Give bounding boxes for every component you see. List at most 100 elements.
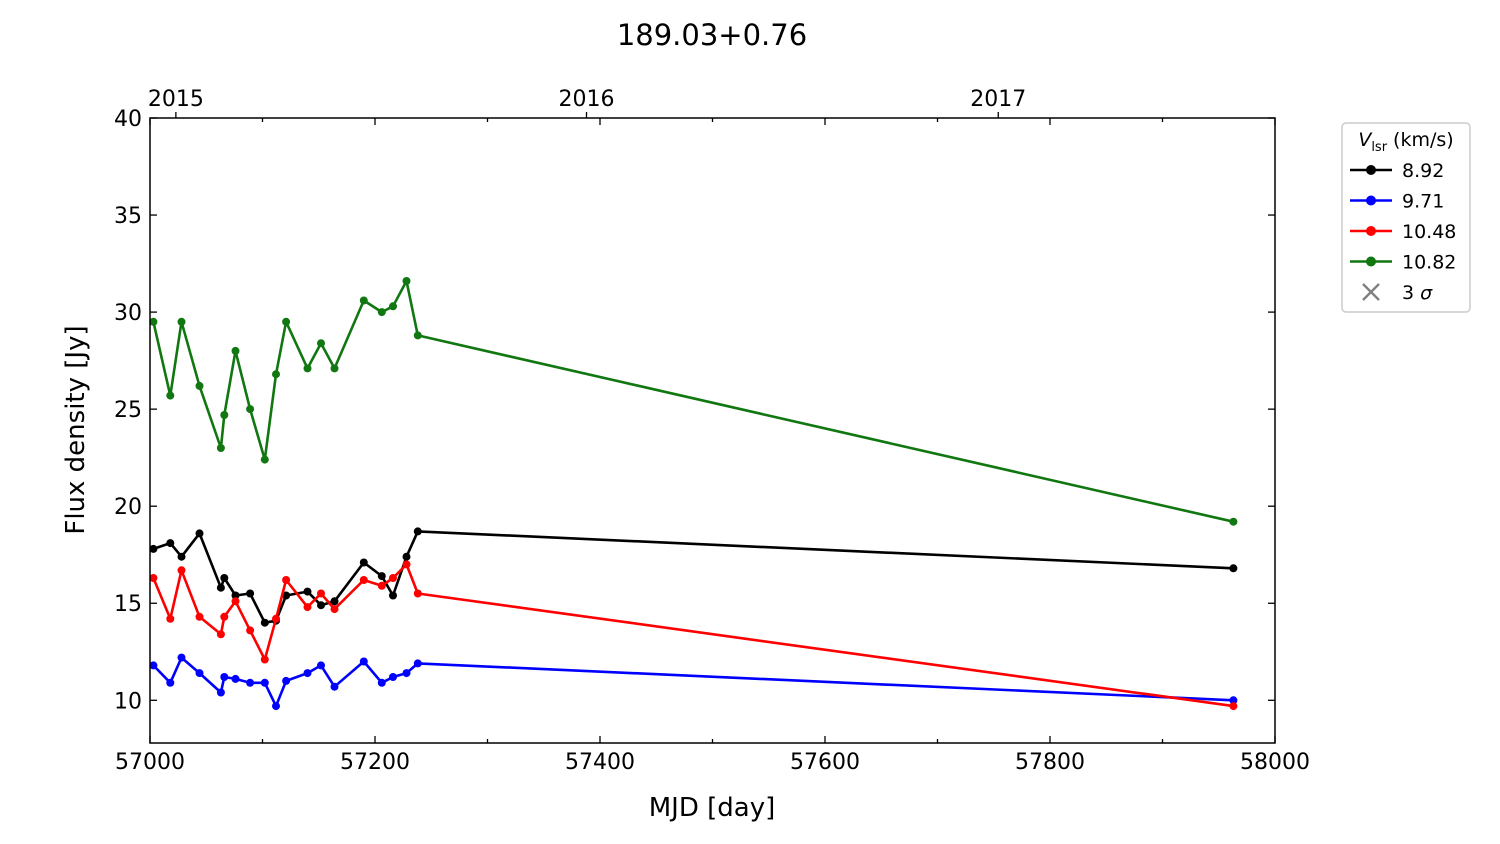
x-tick-label: 57000 [115, 750, 185, 775]
legend-marker [1366, 165, 1376, 175]
top-tick-label: 2015 [148, 87, 204, 112]
data-point [220, 574, 229, 582]
data-point [220, 673, 229, 681]
x-tick-label: 57600 [790, 750, 860, 775]
data-point [260, 455, 269, 464]
legend: Vlsr (km/s) 8.92 9.71 10.48 10.82 3 σ [1341, 122, 1471, 313]
top-tick-label: 2016 [559, 87, 615, 112]
data-point [260, 678, 269, 687]
data-point [317, 661, 325, 670]
data-point [402, 552, 411, 561]
legend-label: 10.82 [1402, 252, 1456, 274]
y-tick-label: 40 [114, 107, 142, 132]
data-point [359, 558, 368, 567]
y-tick-label: 25 [114, 398, 142, 423]
data-point [166, 614, 175, 623]
x-tick-label: 57400 [565, 750, 635, 775]
data-point [330, 364, 339, 373]
data-point [359, 576, 368, 584]
data-point [402, 669, 411, 678]
data-point [303, 587, 312, 596]
legend-title-symbol: V [1358, 129, 1373, 151]
legend-label: 10.48 [1402, 221, 1456, 243]
data-point [231, 591, 240, 600]
data-point [246, 589, 255, 598]
data-point [272, 370, 280, 379]
data-point [166, 539, 175, 548]
data-point [377, 572, 386, 581]
chart-title: 189.03+0.76 [617, 18, 807, 52]
x-axis-label: MJD [day] [649, 793, 776, 823]
data-point [216, 444, 225, 452]
data-point [246, 405, 255, 414]
data-point [1229, 702, 1238, 711]
y-axis-label: Flux density [Jy] [61, 325, 91, 534]
data-point [195, 669, 204, 678]
legend-sigma-number: 3 [1402, 282, 1414, 304]
legend-marker [1366, 256, 1376, 267]
data-point [389, 302, 397, 311]
data-point [177, 653, 186, 662]
y-tick-label: 20 [114, 495, 142, 520]
data-point [389, 591, 397, 600]
data-point [389, 673, 397, 681]
data-point [359, 657, 368, 666]
series-line-2 [152, 563, 1234, 708]
data-point [377, 308, 386, 317]
y-tick-label: 30 [114, 301, 142, 326]
data-point [1229, 696, 1238, 705]
data-point [216, 583, 225, 592]
data-point [231, 346, 240, 355]
series-line-1 [152, 656, 1234, 708]
data-point [216, 630, 225, 639]
legend-label: 8.92 [1402, 160, 1444, 182]
x-tick-label: 58000 [1240, 750, 1310, 775]
legend-sigma-symbol: σ [1420, 282, 1433, 304]
data-point [330, 597, 339, 606]
data-point [149, 661, 158, 670]
legend-label: 9.71 [1402, 191, 1444, 213]
y-tick-label: 15 [114, 592, 142, 617]
plot-marks [149, 277, 1238, 711]
data-point [216, 688, 225, 697]
data-point [272, 702, 280, 711]
data-point [282, 591, 291, 600]
data-point [413, 331, 422, 340]
plot-frame [149, 117, 1276, 744]
data-point [317, 589, 325, 598]
data-point [377, 678, 386, 687]
data-point [389, 574, 397, 582]
legend-marker [1366, 195, 1376, 206]
data-point [282, 576, 291, 584]
data-point [166, 391, 175, 400]
data-point [377, 581, 386, 590]
data-point [413, 589, 422, 598]
data-point [149, 544, 158, 553]
legend-title-unit: (km/s) [1393, 129, 1454, 151]
top-axis-year-ticks: 2015 2016 2017 [148, 87, 1026, 118]
x-tick-label: 57800 [1015, 750, 1085, 775]
data-point [166, 678, 175, 687]
top-tick-label: 2017 [970, 87, 1026, 112]
data-point [359, 296, 368, 305]
data-point [303, 669, 312, 678]
data-point [317, 601, 325, 610]
data-point [272, 614, 280, 623]
legend-title-subscript: lsr [1371, 140, 1387, 155]
data-point [149, 574, 158, 582]
data-point [413, 527, 422, 536]
data-point [303, 603, 312, 612]
data-point [260, 618, 269, 627]
data-point [402, 560, 411, 569]
data-point [177, 317, 186, 326]
y-tick-label: 35 [114, 204, 142, 229]
series-line-3 [152, 279, 1234, 523]
data-point [177, 566, 186, 575]
legend-title: Vlsr (km/s) [1358, 129, 1453, 155]
data-point [282, 676, 291, 685]
series-line-0 [152, 530, 1234, 625]
data-point [246, 678, 255, 687]
data-point [303, 364, 312, 373]
data-point [1229, 564, 1238, 573]
